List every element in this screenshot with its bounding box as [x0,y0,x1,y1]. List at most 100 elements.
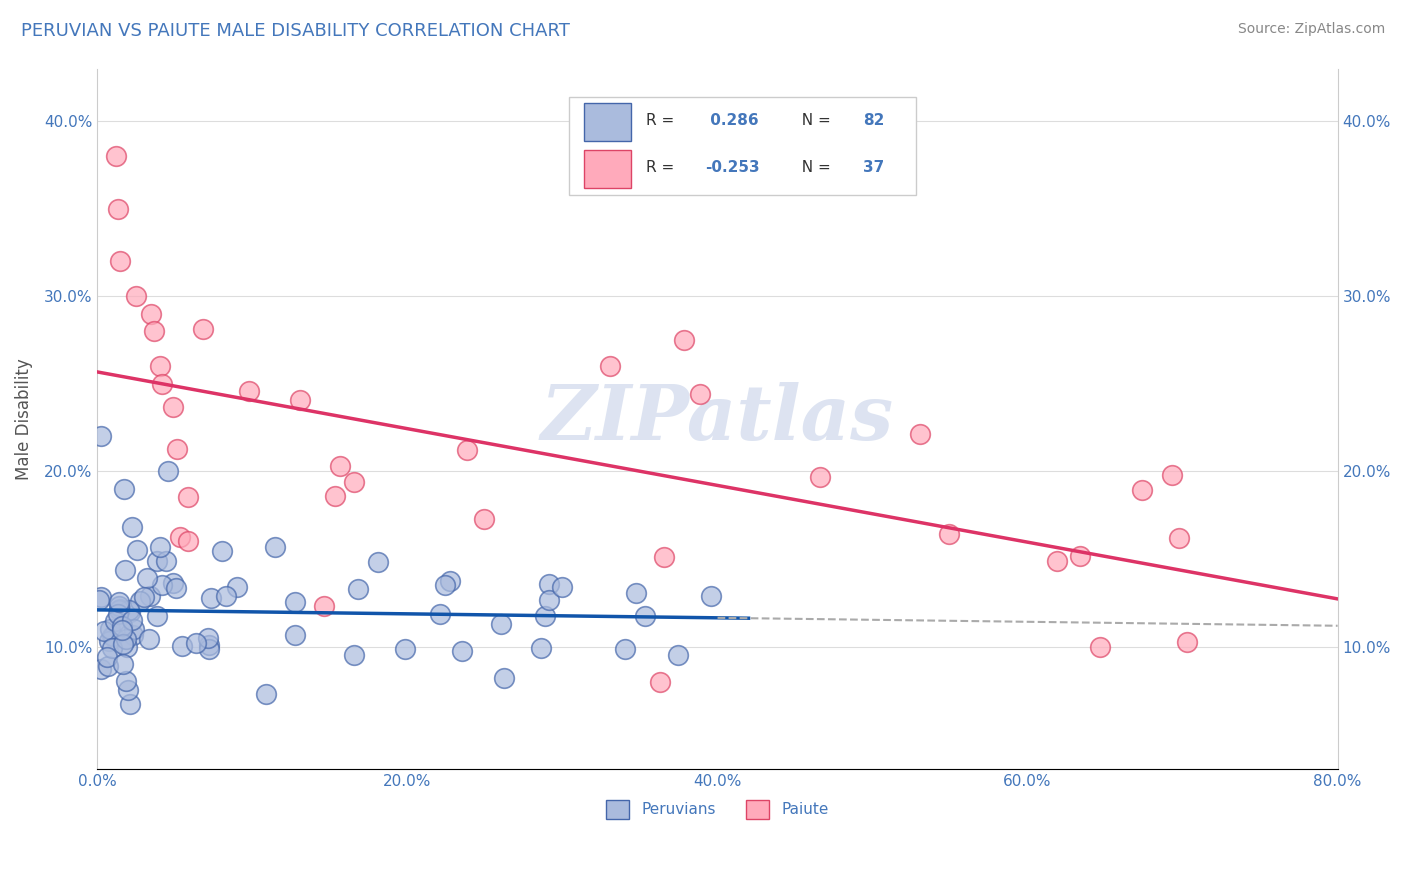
Point [111,619,134,633]
Text: 82: 82 [863,113,884,128]
Point [288,393,311,408]
Point [125,543,148,558]
Point [104,149,127,163]
Point [124,289,146,303]
Point [599,359,621,373]
Point [93,624,115,638]
Point [439,574,461,589]
Point [98,622,121,636]
Point [394,641,416,656]
Point [115,640,138,655]
Point [1069,549,1091,563]
Point [530,640,553,655]
Point [146,554,169,568]
Point [472,511,495,525]
Point [284,595,307,609]
Point [429,607,451,621]
Point [177,490,200,504]
Point [149,540,172,554]
Point [184,636,207,650]
Point [118,697,141,711]
Point [1161,467,1184,482]
Point [193,322,215,336]
FancyBboxPatch shape [583,103,631,142]
Point [156,465,179,479]
Text: PERUVIAN VS PAIUTE MALE DISABILITY CORRELATION CHART: PERUVIAN VS PAIUTE MALE DISABILITY CORRE… [21,22,569,40]
Point [139,589,162,603]
Point [108,595,131,609]
Text: R =: R = [645,113,679,128]
Point [689,387,711,401]
Point [314,599,336,614]
Point [107,599,129,613]
Point [648,674,671,689]
Point [910,426,932,441]
Point [162,576,184,591]
Point [264,541,287,555]
Point [90,590,112,604]
Point [148,359,170,374]
Point [138,632,160,647]
Point [492,671,515,685]
Point [238,384,260,398]
Point [107,202,129,216]
Point [1130,483,1153,497]
Point [115,673,138,688]
Point [537,577,560,591]
Point [96,649,118,664]
FancyBboxPatch shape [583,150,631,188]
Point [226,580,249,594]
Point [165,581,187,595]
Text: ZIPatlas: ZIPatlas [541,382,894,456]
Point [329,459,352,474]
Text: 37: 37 [863,160,884,175]
Point [166,442,188,456]
Point [634,608,657,623]
Point [145,608,167,623]
Point [551,580,574,594]
Point [215,589,238,603]
Point [124,622,146,636]
Point [325,489,347,503]
Point [343,648,366,662]
Point [114,563,136,577]
Point [90,429,112,443]
Point [534,608,557,623]
Point [139,307,162,321]
Point [1046,554,1069,568]
Point [103,629,125,643]
Text: R =: R = [645,160,679,175]
Point [122,628,145,642]
Point [654,550,676,565]
Point [142,324,165,338]
Point [118,603,141,617]
Point [1177,635,1199,649]
Point [97,634,120,648]
Point [101,640,124,655]
Text: -0.253: -0.253 [706,160,759,175]
Point [673,333,696,347]
Point [700,589,723,603]
Point [1168,532,1191,546]
Point [254,687,277,701]
Point [121,613,143,627]
Point [117,682,139,697]
Point [155,553,177,567]
Point [200,591,222,605]
Point [197,631,219,645]
Point [938,526,960,541]
Y-axis label: Male Disability: Male Disability [15,358,32,480]
Point [433,578,456,592]
Text: Source: ZipAtlas.com: Source: ZipAtlas.com [1237,22,1385,37]
Point [112,657,135,671]
Point [177,533,200,548]
Point [108,603,131,617]
Point [108,602,131,616]
Point [613,641,636,656]
Point [121,520,143,534]
Text: N =: N = [792,160,835,175]
Point [666,648,689,663]
Point [129,594,152,608]
Point [367,555,389,569]
Point [624,586,647,600]
